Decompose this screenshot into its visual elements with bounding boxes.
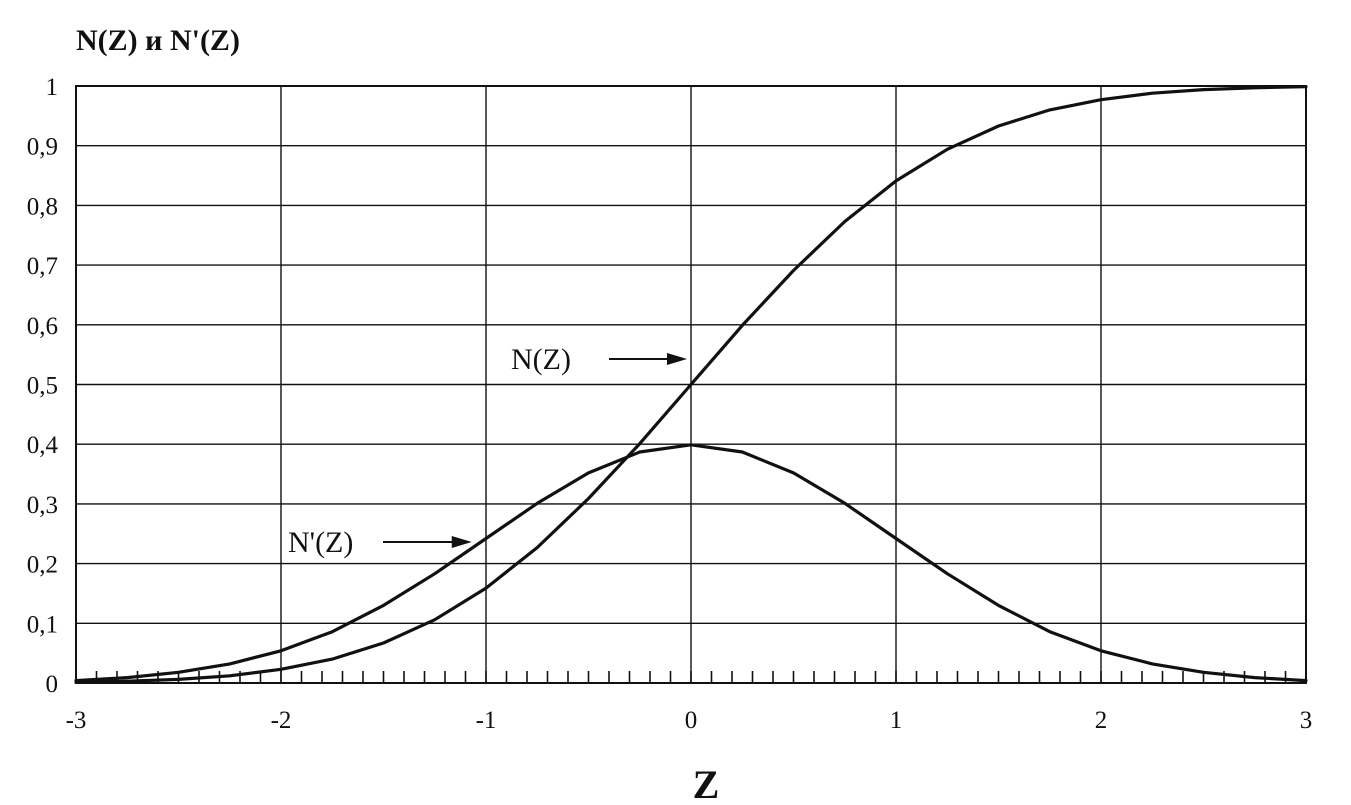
- annotation-arrow-head: [667, 353, 687, 365]
- x-tick-label: 1: [890, 707, 903, 734]
- annotation-arrow-head: [451, 536, 472, 548]
- y-tick-label: 0,1: [27, 611, 58, 638]
- y-tick-label: 0,3: [27, 492, 58, 519]
- x-tick-label: -3: [66, 707, 87, 734]
- minor-ticks: [95, 671, 1287, 683]
- y-tick-labels: 0 0,1 0,2 0,3 0,4 0,5 0,6 0,7 0,8 0,9 1: [27, 74, 59, 698]
- x-tick-label: 3: [1300, 707, 1313, 734]
- x-tick-label: -2: [271, 707, 292, 734]
- y-axis-title: N(Z) и N'(Z): [76, 24, 240, 57]
- series-line-cdf: [74, 85, 1308, 684]
- y-tick-label: 0,2: [27, 552, 58, 579]
- annotation-label: N(Z): [511, 343, 571, 376]
- y-tick-label: 0: [46, 671, 59, 698]
- y-tick-label: 0,6: [27, 313, 58, 340]
- annotation-label: N'(Z): [288, 526, 353, 559]
- plot-frame: [75, 85, 1307, 684]
- series-line-pdf: [74, 443, 1308, 683]
- y-tick-label: 0,7: [27, 253, 58, 280]
- x-axis-title: Z: [693, 762, 720, 805]
- x-tick-label: 2: [1095, 707, 1108, 734]
- x-tick-label: -1: [476, 707, 497, 734]
- x-tick-label: 0: [685, 707, 698, 734]
- curves: [74, 85, 1308, 684]
- y-tick-label: 0,4: [27, 432, 59, 459]
- y-tick-label: 0,8: [27, 193, 58, 220]
- y-tick-label: 0,5: [27, 373, 58, 400]
- y-tick-label: 1: [46, 74, 59, 101]
- x-tick-labels: -3 -2 -1 0 1 2 3: [66, 707, 1313, 734]
- annotations: N(Z) N'(Z): [288, 343, 687, 559]
- y-tick-label: 0,9: [27, 134, 58, 161]
